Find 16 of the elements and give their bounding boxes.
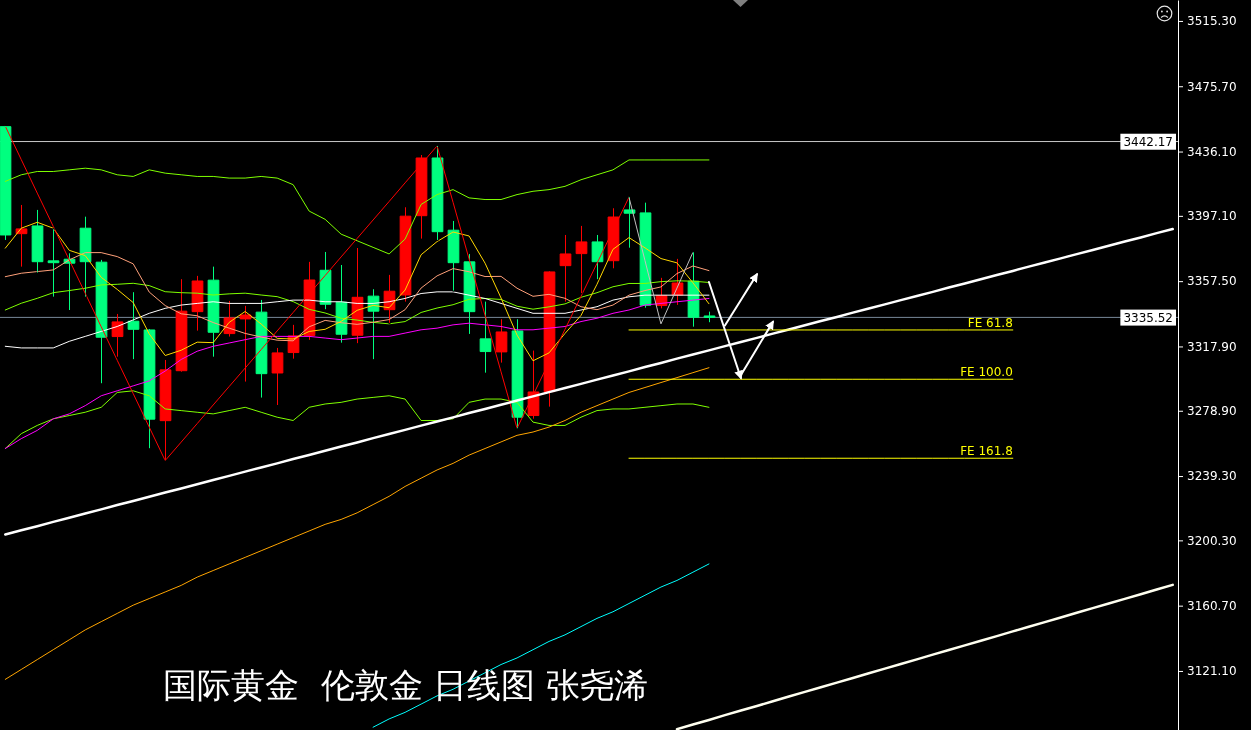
y-tick-label: 3515.30 bbox=[1187, 14, 1237, 29]
y-tick-label: 3357.50 bbox=[1187, 274, 1237, 289]
y-tick-label: 3160.70 bbox=[1187, 599, 1237, 614]
y-tick-label: 3239.30 bbox=[1187, 469, 1237, 484]
series-label: FE 100.0 bbox=[960, 365, 1013, 380]
y-tick-label: 3200.30 bbox=[1187, 533, 1237, 548]
y-tick-label: 3278.90 bbox=[1187, 404, 1237, 419]
y-tick-label: 3436.10 bbox=[1187, 144, 1237, 159]
ref-line-label: 3442.17 bbox=[1123, 134, 1173, 149]
y-tick-label: 3317.90 bbox=[1187, 339, 1237, 354]
series-label: FE 61.8 bbox=[967, 315, 1013, 330]
y-tick-label: 3475.70 bbox=[1187, 79, 1237, 94]
y-tick-label: 3121.10 bbox=[1187, 664, 1237, 679]
series-label: FE 161.8 bbox=[960, 444, 1013, 459]
ref-line-label: 3335.52 bbox=[1123, 310, 1173, 325]
y-tick-label: 3397.10 bbox=[1187, 209, 1237, 224]
